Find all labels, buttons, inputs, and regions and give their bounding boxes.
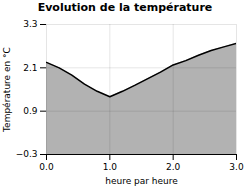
svg-text:2.1: 2.1 [23, 63, 37, 73]
svg-text:heure par heure: heure par heure [105, 176, 178, 186]
svg-text:3.0: 3.0 [229, 162, 244, 172]
svg-text:3.3: 3.3 [23, 19, 37, 29]
svg-text:0.0: 0.0 [39, 162, 54, 172]
svg-text:2.0: 2.0 [166, 162, 181, 172]
svg-text:−0.3: −0.3 [16, 149, 38, 159]
html-text:Evolution de la température: Evolution de la température [37, 1, 213, 14]
svg-text:Température en °C: Température en °C [2, 47, 12, 133]
svg-text:1.0: 1.0 [103, 162, 118, 172]
svg-text:0.9: 0.9 [23, 106, 38, 116]
